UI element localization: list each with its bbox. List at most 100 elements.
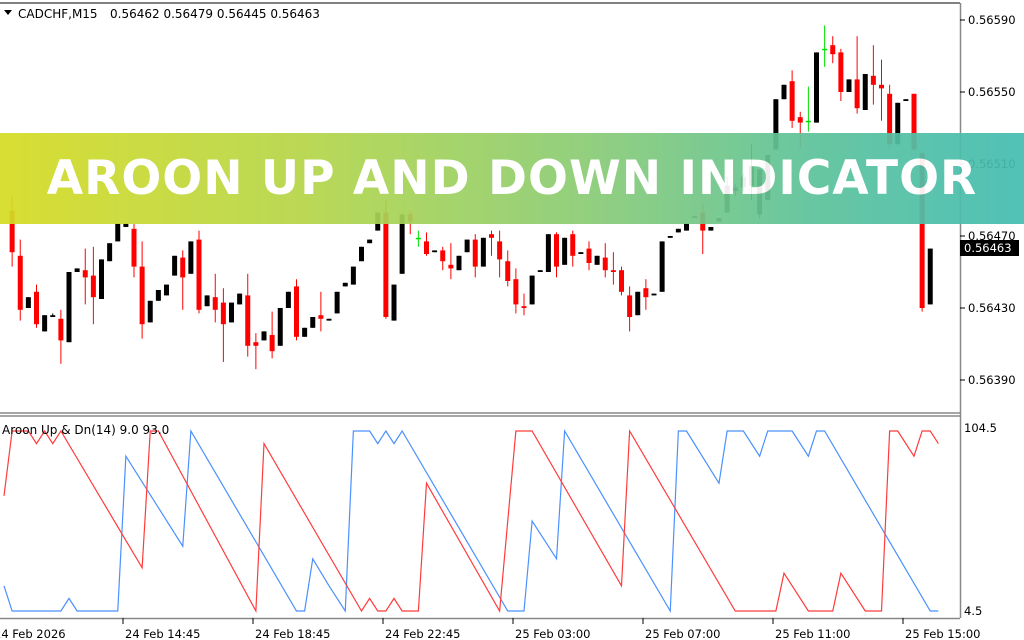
candle-body (277, 308, 283, 346)
candle-body (505, 261, 511, 281)
candle-body (9, 210, 15, 253)
candle-body (586, 248, 592, 263)
candle-body (659, 241, 665, 292)
candle-body (545, 234, 551, 272)
candle-body (480, 237, 486, 267)
candle-body (147, 300, 153, 323)
candle-body (497, 241, 503, 260)
candle-body (58, 318, 64, 341)
current-price-label: 0.56463 (964, 241, 1012, 255)
candle-body (359, 246, 364, 262)
candle-body (667, 236, 673, 238)
candle-body (911, 93, 917, 150)
candle-body (285, 291, 291, 308)
candle-body (773, 99, 779, 150)
candle-body (367, 239, 373, 244)
candle-body (814, 52, 819, 123)
candle-body (643, 288, 649, 298)
candle-body (781, 84, 787, 100)
candle-body (261, 331, 267, 341)
candle-body (489, 234, 494, 238)
candle-body (50, 315, 56, 317)
candle-body (513, 279, 519, 305)
time-tick-label: 24 Feb 22:45 (385, 627, 460, 640)
candle-body (602, 257, 608, 271)
candle-body (115, 223, 121, 242)
candle-body (448, 264, 454, 269)
candle-body (594, 255, 600, 265)
candle-body (318, 315, 324, 319)
candle-body (879, 84, 884, 89)
candle-body (570, 234, 576, 256)
candle-body (830, 45, 836, 55)
price-tick-label: 0.56550 (968, 85, 1016, 99)
candle-body (635, 291, 641, 316)
candle-body (139, 266, 145, 325)
candle-body (66, 272, 72, 343)
indicator-scale-max: 104.5 (964, 421, 997, 435)
candle-body (25, 297, 31, 308)
candle-body (131, 228, 137, 267)
candle-body (399, 214, 405, 274)
candle-body (521, 306, 527, 308)
candle-body (172, 255, 178, 276)
time-tick-label: 24 Feb 18:45 (255, 627, 330, 640)
candle-body (196, 239, 202, 310)
time-tick-label: 25 Feb 11:00 (775, 627, 850, 640)
candle-body (903, 99, 909, 101)
candle-body (342, 282, 348, 287)
candle-body (383, 212, 389, 317)
candle-body (562, 237, 568, 265)
candle-body (822, 48, 828, 51)
price-tick-label: 0.56390 (968, 373, 1016, 387)
candle-body (610, 270, 616, 272)
candle-body (391, 284, 397, 321)
candle-body (326, 318, 332, 321)
candle-body (627, 295, 633, 317)
candle-body (440, 250, 446, 262)
price-tick-label: 0.56430 (968, 301, 1016, 315)
time-tick-label: 25 Feb 15:00 (905, 627, 980, 640)
candle-body (529, 275, 535, 305)
candle-body (472, 239, 478, 267)
candle-body (578, 252, 584, 254)
time-tick-label: 24 Feb 2026 (0, 627, 66, 640)
candle-body (245, 295, 251, 346)
candle-body (90, 275, 96, 298)
time-tick-label: 25 Feb 03:00 (515, 627, 590, 640)
candle-body (180, 257, 186, 278)
candle-body (805, 120, 811, 123)
candle-body (220, 302, 226, 325)
symbol-label: CADCHF,M15 (18, 7, 98, 21)
candle-body (164, 284, 169, 296)
candle-body (456, 255, 462, 271)
triangle-down-icon[interactable] (4, 10, 12, 15)
candle-body (204, 295, 210, 307)
candle-body (82, 270, 88, 278)
candle-body (42, 315, 48, 332)
candle-body (554, 234, 559, 267)
candle-body (229, 302, 234, 323)
aroon-up-line (3, 429, 939, 614)
candle-body (34, 291, 39, 325)
candle-body (797, 117, 803, 123)
candle-body (684, 223, 689, 231)
candle-body (310, 317, 316, 328)
candle-body (294, 286, 299, 337)
indicator-label: Aroon Up & Dn(14) 9.0 93.0 (2, 423, 169, 437)
candle-body (619, 270, 624, 292)
candle-body (212, 297, 218, 310)
candle-body (99, 259, 104, 299)
aroon-lines-group (3, 428, 939, 614)
candle-body (919, 153, 925, 308)
candle-body (188, 241, 194, 274)
candle-body (350, 266, 356, 285)
candle-body (432, 250, 438, 253)
candle-body (107, 243, 113, 262)
current-price-box (960, 240, 1019, 256)
candle-body (838, 52, 844, 92)
price-tick-label: 0.56470 (968, 229, 1016, 243)
title-banner: AROON UP AND DOWN INDICATOR (0, 133, 1024, 224)
candle-body (846, 79, 852, 92)
